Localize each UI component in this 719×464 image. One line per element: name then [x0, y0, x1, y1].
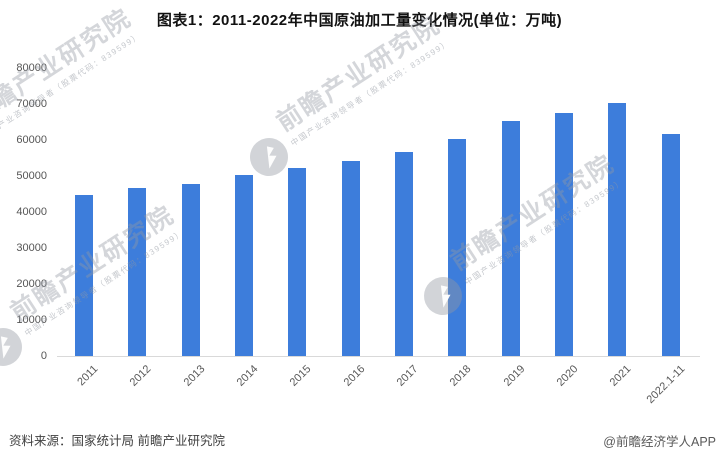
y-tick-label: 0: [40, 350, 47, 362]
y-tick-label: 10000: [16, 314, 47, 326]
x-axis-line: [57, 356, 700, 357]
bar-2022.1-11: [661, 133, 680, 356]
y-tick-label: 40000: [16, 206, 47, 218]
bar-2012: [128, 187, 147, 356]
y-tick-label: 60000: [16, 134, 47, 146]
bar-2017: [395, 151, 414, 356]
bar-2021: [608, 102, 627, 356]
bar-2011: [75, 194, 93, 356]
y-tick-label: 80000: [16, 62, 47, 74]
bar-2014: [235, 174, 254, 356]
y-tick-label: 70000: [16, 98, 47, 110]
bar-2018: [448, 138, 467, 356]
bar-2013: [181, 183, 200, 356]
bar-2019: [501, 121, 520, 356]
bar-2016: [341, 161, 360, 356]
credit-note: @前瞻经济学人APP: [603, 435, 716, 449]
source-note: 资料来源：国家统计局 前瞻产业研究院: [9, 434, 225, 448]
y-tick-label: 30000: [16, 242, 47, 254]
bar-2020: [555, 113, 574, 356]
bar-2015: [288, 167, 307, 356]
y-tick-label: 50000: [16, 170, 47, 182]
chart-title: 图表1：2011-2022年中国原油加工量变化情况(单位：万吨): [156, 12, 563, 29]
y-tick-label: 20000: [16, 278, 47, 290]
